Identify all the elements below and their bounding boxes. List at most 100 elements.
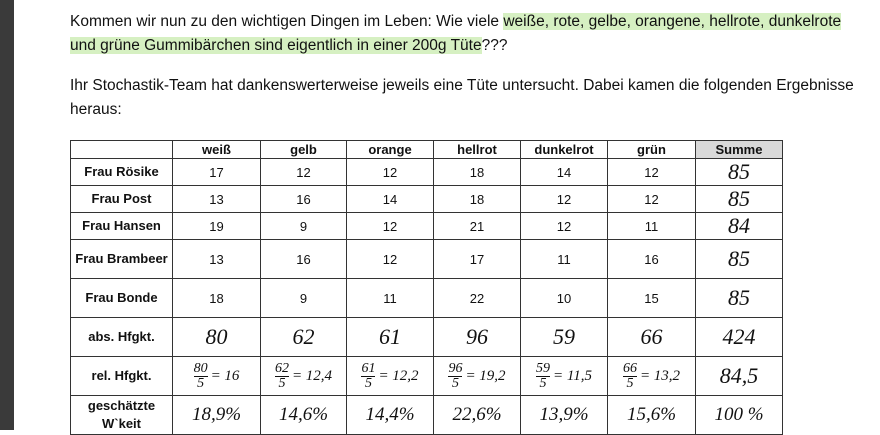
- table-cell: 16: [260, 185, 347, 213]
- numerator: 62: [274, 360, 289, 377]
- row-label: Frau Bonde: [70, 278, 173, 318]
- table-cell: 9: [260, 212, 347, 240]
- fraction: 96 5: [448, 361, 463, 391]
- table-cell: 12: [346, 158, 434, 186]
- table-cell: 9: [260, 278, 347, 318]
- denominator: 5: [197, 375, 205, 391]
- corner-cell: [70, 140, 173, 159]
- handwritten-cell: 22,6%: [433, 395, 521, 435]
- fraction: 80 5: [193, 360, 208, 391]
- numerator: 80: [193, 360, 208, 377]
- handwritten-cell: 424: [695, 317, 783, 357]
- column-header: gelb: [260, 140, 347, 159]
- table-cell: 16: [260, 239, 347, 279]
- result: = 12,2: [378, 367, 419, 384]
- handwritten-cell: 100 %: [695, 395, 783, 435]
- table-cell: 12: [346, 239, 434, 279]
- text: ???: [481, 37, 508, 54]
- handwritten-cell: 61: [346, 317, 434, 357]
- table-row: abs. Hfgkt. 80 62 61 96 59 66 424: [70, 317, 783, 357]
- paragraph: Ihr Stochastik-Team hat dankenswerterwei…: [70, 77, 854, 118]
- numerator: 61: [361, 360, 376, 377]
- handwritten-cell: 66: [607, 317, 696, 357]
- window-edge: [0, 0, 14, 430]
- table-cell: 18: [433, 158, 521, 186]
- column-header: grün: [607, 140, 696, 159]
- numerator: 59: [535, 360, 550, 377]
- result: = 13,2: [639, 367, 681, 384]
- results-table: weiß gelb orange hellrot dunkelrot grün Summe …: [70, 140, 783, 435]
- table-row: Frau Hansen 19 9 12 21 12 11 84: [70, 212, 783, 240]
- fraction: 61 5: [361, 360, 376, 391]
- header-row: weiß gelb orange hellrot dunkelrot grün Summe: [70, 140, 783, 159]
- table-cell: 18: [433, 185, 521, 213]
- table-cell: 19: [172, 212, 261, 240]
- handwritten-cell: 62: [260, 317, 347, 357]
- table-cell: 12: [260, 158, 347, 186]
- table-cell: 12: [520, 212, 608, 240]
- table-cell: 14: [346, 185, 434, 213]
- handwritten-cell: 15,6%: [607, 395, 696, 435]
- column-header: orange: [346, 140, 434, 159]
- table-cell: 18: [172, 278, 261, 318]
- row-label: geschätzte W`keit: [70, 395, 173, 435]
- intro-paragraph: Kommen wir nun zu den wichtigen Dingen i…: [70, 10, 860, 58]
- denominator: 5: [539, 375, 547, 391]
- fraction-cell: 62 5 = 12,4: [260, 356, 347, 396]
- table-cell: 22: [433, 278, 521, 318]
- row-label: Frau Brambeer: [70, 239, 173, 279]
- handwritten-cell: 18,9%: [172, 395, 261, 435]
- text: Kommen wir nun zu den wichtigen Dingen i…: [70, 13, 504, 30]
- table-cell: 10: [520, 278, 608, 318]
- table-row: Frau Rösike 17 12 12 18 14 12 85: [70, 158, 783, 186]
- denominator: 5: [278, 375, 286, 391]
- table-cell: 15: [607, 278, 696, 318]
- fraction: 62 5: [274, 360, 289, 391]
- handwritten-cell: 14,4%: [346, 395, 434, 435]
- fraction-cell: 80 5 = 16: [172, 356, 261, 396]
- handwritten-cell: 84,5: [695, 356, 783, 396]
- fraction-cell: 66 5 = 13,2: [607, 356, 696, 396]
- handwritten-cell: 80: [172, 317, 261, 357]
- column-header: dunkelrot: [520, 140, 608, 159]
- table-cell: 12: [607, 158, 696, 186]
- row-label: abs. Hfgkt.: [70, 317, 173, 357]
- denominator: 5: [451, 375, 459, 391]
- table-cell: 11: [346, 278, 434, 318]
- table-row: Frau Bonde 18 9 11 22 10 15 85: [70, 278, 783, 318]
- row-label: Frau Rösike: [70, 158, 173, 186]
- table-cell: 17: [433, 239, 521, 279]
- handwritten-cell: 85: [695, 278, 783, 318]
- result: = 19,2: [465, 367, 506, 384]
- fraction-cell: 96 5 = 19,2: [433, 356, 521, 396]
- row-label: Frau Hansen: [70, 212, 173, 240]
- table-cell: 21: [433, 212, 521, 240]
- table-cell: 11: [520, 239, 608, 279]
- row-label: Frau Post: [70, 185, 173, 213]
- handwritten-cell: 85: [695, 158, 783, 186]
- fraction: 59 5: [535, 360, 550, 391]
- fraction: 66 5: [622, 360, 637, 391]
- table-cell: 11: [607, 212, 696, 240]
- denominator: 5: [364, 375, 372, 391]
- table-cell: 17: [172, 158, 261, 186]
- numerator: 66: [622, 360, 637, 377]
- table-row: Frau Post 13 16 14 18 12 12 85: [70, 185, 783, 213]
- handwritten-cell: 85: [695, 239, 783, 279]
- column-header: weiß: [172, 140, 261, 159]
- table-row: geschätzte W`keit 18,9% 14,6% 14,4% 22,6% 13,…: [70, 395, 783, 435]
- result: = 11,5: [552, 367, 592, 384]
- fraction-cell: 61 5 = 12,2: [346, 356, 434, 396]
- table-cell: 12: [520, 185, 608, 213]
- handwritten-cell: 14,6%: [260, 395, 347, 435]
- table-cell: 16: [607, 239, 696, 279]
- handwritten-cell: 85: [695, 185, 783, 213]
- handwritten-cell: 96: [433, 317, 521, 357]
- handwritten-cell: 84: [695, 212, 783, 240]
- column-header: Summe: [695, 140, 783, 159]
- table-cell: 14: [520, 158, 608, 186]
- table-cell: 12: [607, 185, 696, 213]
- table-row: rel. Hfgkt. 80 5 = 16 62 5 = 12,4 61 5 = 12,2 96 5 =…: [70, 356, 783, 396]
- denominator: 5: [626, 375, 634, 391]
